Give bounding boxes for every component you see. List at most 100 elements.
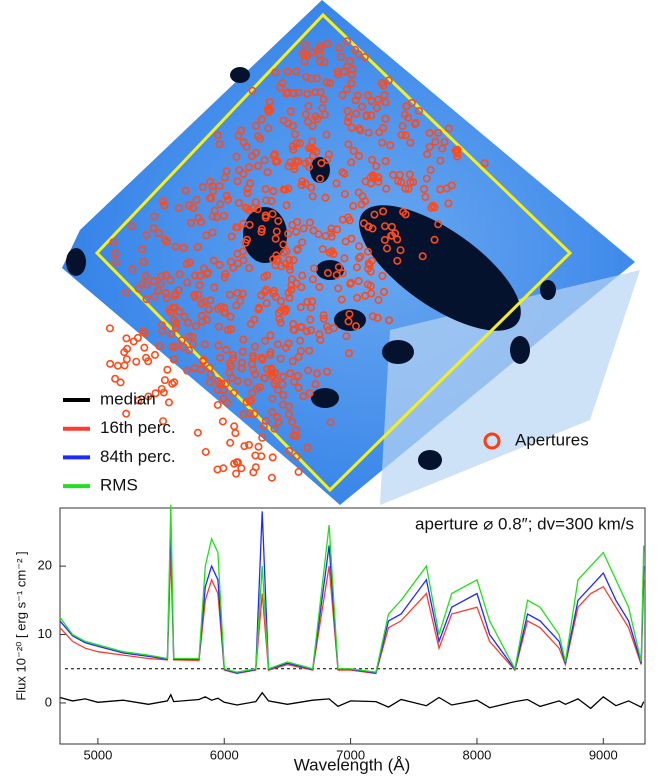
aperture [430,203,439,212]
aperture [253,162,262,171]
aperture [426,165,435,174]
aperture [354,254,363,263]
aperture [292,425,301,434]
aperture [268,209,277,218]
aperture [303,89,312,98]
aperture [276,83,285,92]
aperture [385,316,394,325]
aperture [311,380,320,389]
aperture [312,74,321,83]
aperture [279,372,288,381]
aperture [159,417,168,426]
aperture [436,185,445,194]
aperture [303,297,312,306]
aperture [295,139,304,148]
aperture [420,185,429,194]
aperture [279,240,288,249]
aperture [116,378,125,387]
aperture [349,146,358,155]
aperture-legend-symbol [483,432,501,450]
aperture [140,343,149,352]
aperture [286,107,295,116]
aperture [296,303,305,312]
aperture [253,205,262,214]
aperture [157,272,166,281]
aperture [425,142,434,151]
aperture [190,271,199,280]
aperture [386,141,395,150]
aperture [197,217,206,226]
aperture [309,226,318,235]
aperture [230,422,239,431]
aperture [285,265,294,274]
aperture [162,294,171,303]
aperture [254,305,263,314]
aperture [325,248,334,257]
aperture [225,290,234,299]
aperture [270,424,279,433]
aperture [243,378,252,387]
aperture [367,111,376,120]
aperture [299,50,308,59]
aperture [264,124,273,133]
aperture [274,216,283,225]
aperture [172,318,181,327]
aperture [363,247,372,256]
aperture [292,279,301,288]
aperture [279,304,288,313]
aperture [364,222,373,231]
aperture [332,179,341,188]
aperture [337,295,346,304]
aperture [193,428,202,437]
legend-label: median [100,389,156,408]
aperture [258,433,267,442]
aperture [348,65,357,74]
aperture [284,184,293,193]
aperture [309,275,318,284]
aperture [158,326,167,335]
aperture [444,199,453,208]
aperture [305,162,314,171]
aperture [248,86,257,95]
aperture [293,371,302,380]
aperture [169,355,178,364]
aperture [255,383,264,392]
aperture [266,105,275,114]
aperture [398,122,407,131]
aperture [214,322,223,331]
aperture [269,289,278,298]
aperture [407,98,416,107]
aperture [208,228,217,237]
aperture [286,369,295,378]
aperture [366,179,375,188]
aperture [322,130,331,139]
aperture [218,417,227,426]
aperture [436,156,445,165]
aperture [351,322,360,331]
aperture [299,392,308,401]
aperture [106,359,115,368]
aperture [289,145,298,154]
aperture [289,325,298,334]
aperture [431,137,440,146]
aperture [380,235,389,244]
aperture [232,301,241,310]
aperture [290,377,299,386]
x-tick-label: 8000 [462,747,491,762]
aperture [220,211,229,220]
aperture [308,137,317,146]
aperture [394,177,403,186]
aperture [174,204,183,213]
aperture [354,188,363,197]
aperture [396,246,405,255]
aperture [188,332,197,341]
aperture [181,186,190,195]
aperture [384,76,393,85]
aperture [317,159,326,168]
aperture [321,232,330,241]
aperture [219,464,228,473]
aperture [154,229,163,238]
aperture [200,340,209,349]
aperture [292,139,301,148]
aperture [160,201,169,210]
